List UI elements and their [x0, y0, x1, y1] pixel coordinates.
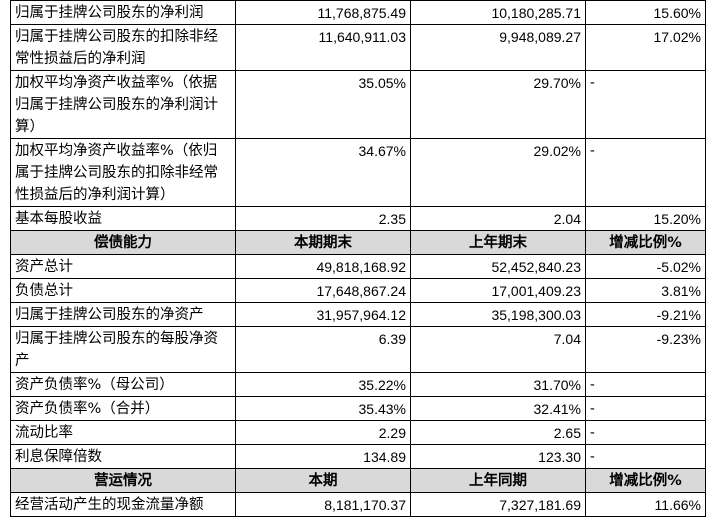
value-cell: 29.02%	[410, 138, 586, 207]
label-cell: 经营活动产生的现金流量净额	[10, 492, 236, 517]
data-row: 归属于挂牌公司股东的扣除非经常性损益后的净利润 11,640,911.03 9,94…	[10, 24, 706, 71]
value-cell: 17.02%	[585, 24, 706, 71]
header-row: 偿债能力 本期期末 上年期末 增减比例%	[10, 230, 706, 255]
data-row: 负债总计 17,648,867.24 17,001,409.23 3.81%	[10, 278, 706, 303]
table-body: 归属于挂牌公司股东的净利润 11,768,875.49 10,180,285.71 1…	[10, 0, 706, 517]
label-cell: 归属于挂牌公司股东的净资产	[10, 302, 236, 327]
label-cell: 利息保障倍数	[10, 444, 236, 469]
value-cell: 32.41%	[410, 396, 586, 421]
value-cell: -9.23%	[585, 326, 706, 373]
label-cell: 资产总计	[10, 254, 236, 279]
data-row: 归属于挂牌公司股东的净利润 11,768,875.49 10,180,285.71 1…	[10, 0, 706, 25]
value-cell: 3.81%	[585, 278, 706, 303]
value-cell: 123.30	[410, 444, 586, 469]
value-cell: 7.04	[410, 326, 586, 373]
data-row: 加权平均净资产收益率%（依归属于挂牌公司股东的扣除非经常性损益后的净利润计算） 3…	[10, 138, 706, 207]
value-cell: -	[585, 70, 706, 139]
data-row: 加权平均净资产收益率%（依据归属于挂牌公司股东的净利润计算） 35.05% 29.7…	[10, 70, 706, 139]
value-cell: 35,198,300.03	[410, 302, 586, 327]
label-cell: 流动比率	[10, 420, 236, 445]
label-cell: 归属于挂牌公司股东的扣除非经常性损益后的净利润	[10, 24, 236, 71]
data-row: 基本每股收益 2.35 2.04 15.20%	[10, 206, 706, 231]
label-cell: 资产负债率%（母公司）	[10, 372, 236, 397]
value-cell: 31.70%	[410, 372, 586, 397]
value-cell: -	[585, 396, 706, 421]
value-cell: 11,640,911.03	[235, 24, 411, 71]
financial-table: 归属于挂牌公司股东的净利润 11,768,875.49 10,180,285.71 1…	[10, 0, 706, 517]
value-cell: 134.89	[235, 444, 411, 469]
label-cell: 加权平均净资产收益率%（依归属于挂牌公司股东的扣除非经常性损益后的净利润计算）	[10, 138, 236, 207]
label-cell: 负债总计	[10, 278, 236, 303]
value-cell: -	[585, 444, 706, 469]
value-cell: 35.05%	[235, 70, 411, 139]
data-row: 流动比率 2.29 2.65-	[10, 420, 706, 445]
data-row: 资产总计 49,818,168.92 52,452,840.23 -5.02%	[10, 254, 706, 279]
value-cell: 2.29	[235, 420, 411, 445]
header-row: 营运情况 本期 上年同期 增减比例%	[10, 468, 706, 493]
header-cell: 偿债能力	[10, 230, 236, 255]
header-cell: 上年期末	[410, 230, 586, 255]
value-cell: 8,181,170.37	[235, 492, 411, 517]
data-row: 经营活动产生的现金流量净额 8,181,170.37 7,327,181.69 11.…	[10, 492, 706, 517]
value-cell: 35.22%	[235, 372, 411, 397]
value-cell: 49,818,168.92	[235, 254, 411, 279]
value-cell: 7,327,181.69	[410, 492, 586, 517]
value-cell: 29.70%	[410, 70, 586, 139]
label-cell: 加权平均净资产收益率%（依据归属于挂牌公司股东的净利润计算）	[10, 70, 236, 139]
header-cell: 本期	[235, 468, 411, 493]
value-cell: 35.43%	[235, 396, 411, 421]
label-cell: 归属于挂牌公司股东的净利润	[10, 0, 236, 25]
value-cell: -	[585, 372, 706, 397]
label-cell: 资产负债率%（合并）	[10, 396, 236, 421]
value-cell: 2.04	[410, 206, 586, 231]
value-cell: 15.20%	[585, 206, 706, 231]
data-row: 利息保障倍数 134.89 123.30-	[10, 444, 706, 469]
header-cell: 营运情况	[10, 468, 236, 493]
value-cell: 31,957,964.12	[235, 302, 411, 327]
value-cell: -	[585, 420, 706, 445]
value-cell: -9.21%	[585, 302, 706, 327]
data-row: 资产负债率%（母公司） 35.22% 31.70% -	[10, 372, 706, 397]
value-cell: 2.35	[235, 206, 411, 231]
header-cell: 本期期末	[235, 230, 411, 255]
data-row: 归属于挂牌公司股东的净资产 31,957,964.12 35,198,300.03-…	[10, 302, 706, 327]
value-cell: 11.66%	[585, 492, 706, 517]
data-row: 归属于挂牌公司股东的每股净资产 6.39 7.04 -9.23%	[10, 326, 706, 373]
value-cell: 6.39	[235, 326, 411, 373]
value-cell: -	[585, 138, 706, 207]
value-cell: 17,648,867.24	[235, 278, 411, 303]
label-cell: 归属于挂牌公司股东的每股净资产	[10, 326, 236, 373]
value-cell: -5.02%	[585, 254, 706, 279]
value-cell: 2.65	[410, 420, 586, 445]
value-cell: 9,948,089.27	[410, 24, 586, 71]
label-cell: 基本每股收益	[10, 206, 236, 231]
header-cell: 增减比例%	[585, 468, 706, 493]
value-cell: 11,768,875.49	[235, 0, 411, 25]
header-cell: 增减比例%	[585, 230, 706, 255]
value-cell: 17,001,409.23	[410, 278, 586, 303]
value-cell: 34.67%	[235, 138, 411, 207]
value-cell: 52,452,840.23	[410, 254, 586, 279]
header-cell: 上年同期	[410, 468, 586, 493]
value-cell: 10,180,285.71	[410, 0, 586, 25]
value-cell: 15.60%	[585, 0, 706, 25]
data-row: 资产负债率%（合并） 35.43% 32.41% -	[10, 396, 706, 421]
